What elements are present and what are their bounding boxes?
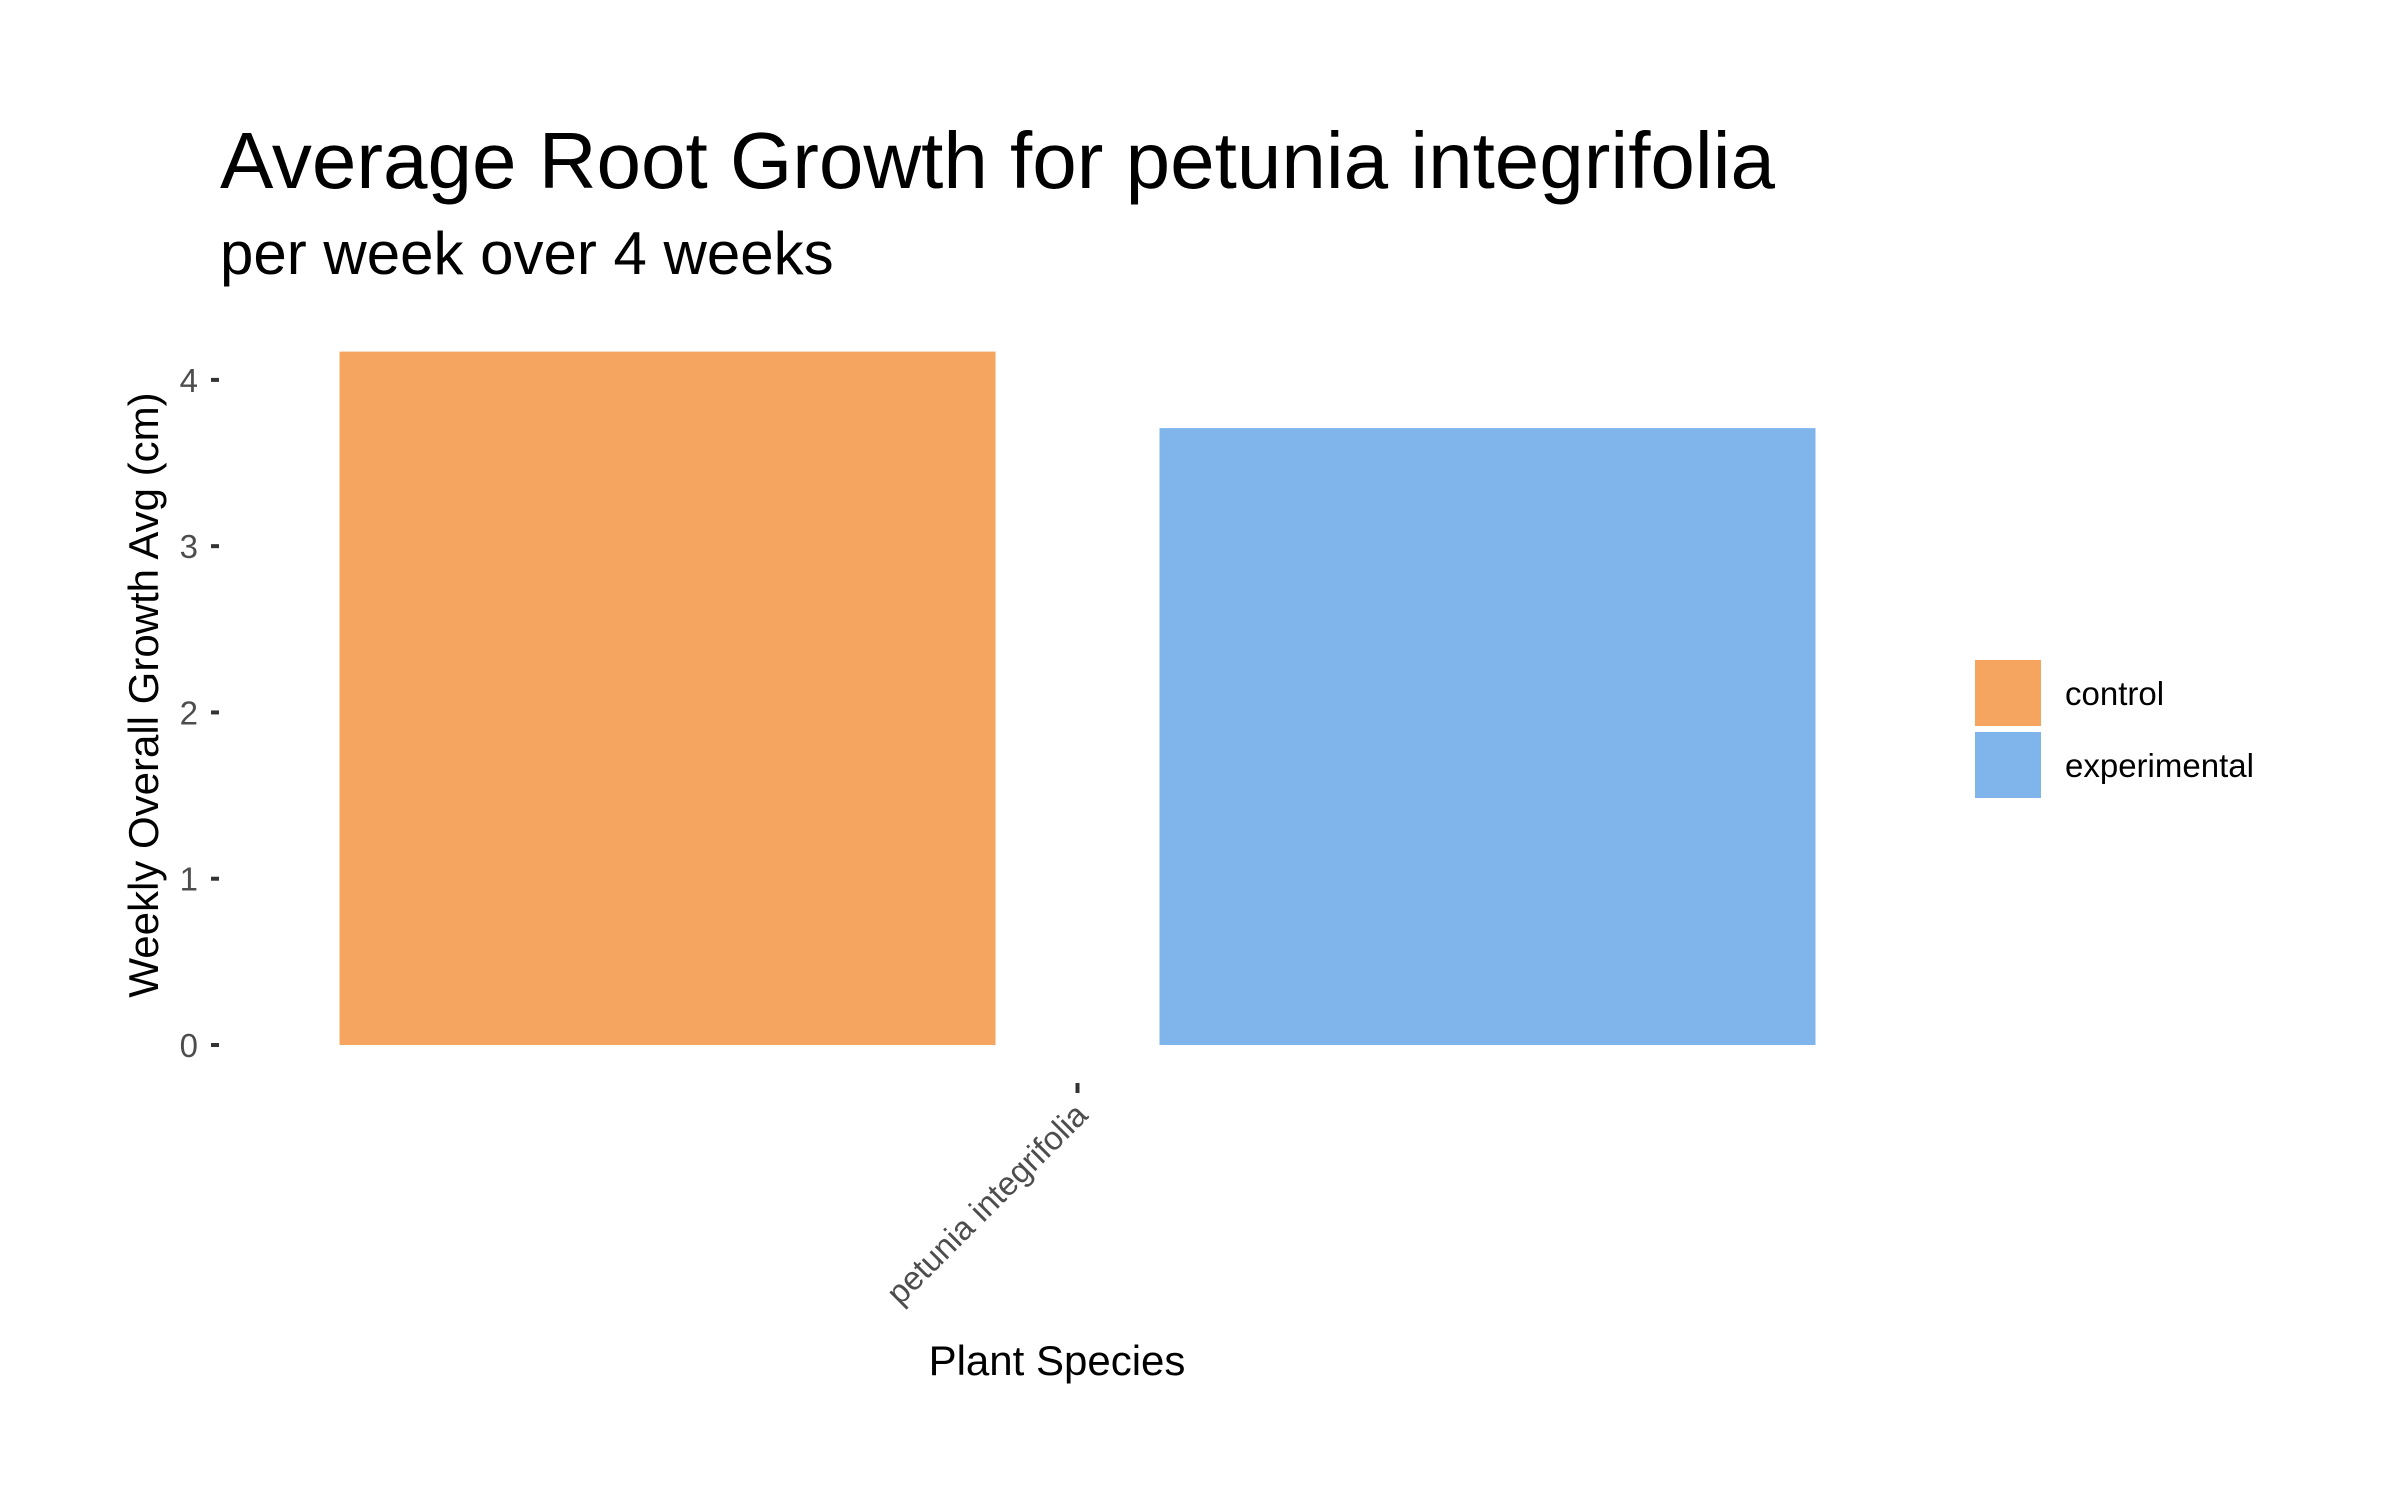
x-tick-label: petunia integrifolia: [879, 1095, 1095, 1311]
y-tick-label: 3: [180, 528, 198, 565]
legend-label-experimental: experimental: [2065, 747, 2254, 784]
y-tick-label: 0: [180, 1027, 198, 1064]
bar-control: [339, 351, 996, 1045]
chart-title: Average Root Growth for petunia integrif…: [220, 116, 1775, 205]
legend: control experimental: [1975, 660, 2254, 798]
chart-subtitle: per week over 4 weeks: [220, 220, 834, 287]
y-tick-label: 4: [180, 362, 198, 399]
legend-label-control: control: [2065, 675, 2164, 712]
y-axis: 0 1 2 3 4: [180, 362, 219, 1064]
x-axis: petunia integrifolia: [879, 1083, 1095, 1311]
y-tick-label: 1: [180, 861, 198, 898]
y-tick-label: 2: [180, 694, 198, 731]
legend-key-experimental: [1975, 732, 2041, 798]
y-axis-title: Weekly Overall Growth Avg (cm): [120, 392, 167, 997]
bars: [339, 351, 1816, 1046]
bar-experimental: [1159, 428, 1816, 1046]
x-axis-title: Plant Species: [929, 1337, 1186, 1384]
legend-key-control: [1975, 660, 2041, 726]
